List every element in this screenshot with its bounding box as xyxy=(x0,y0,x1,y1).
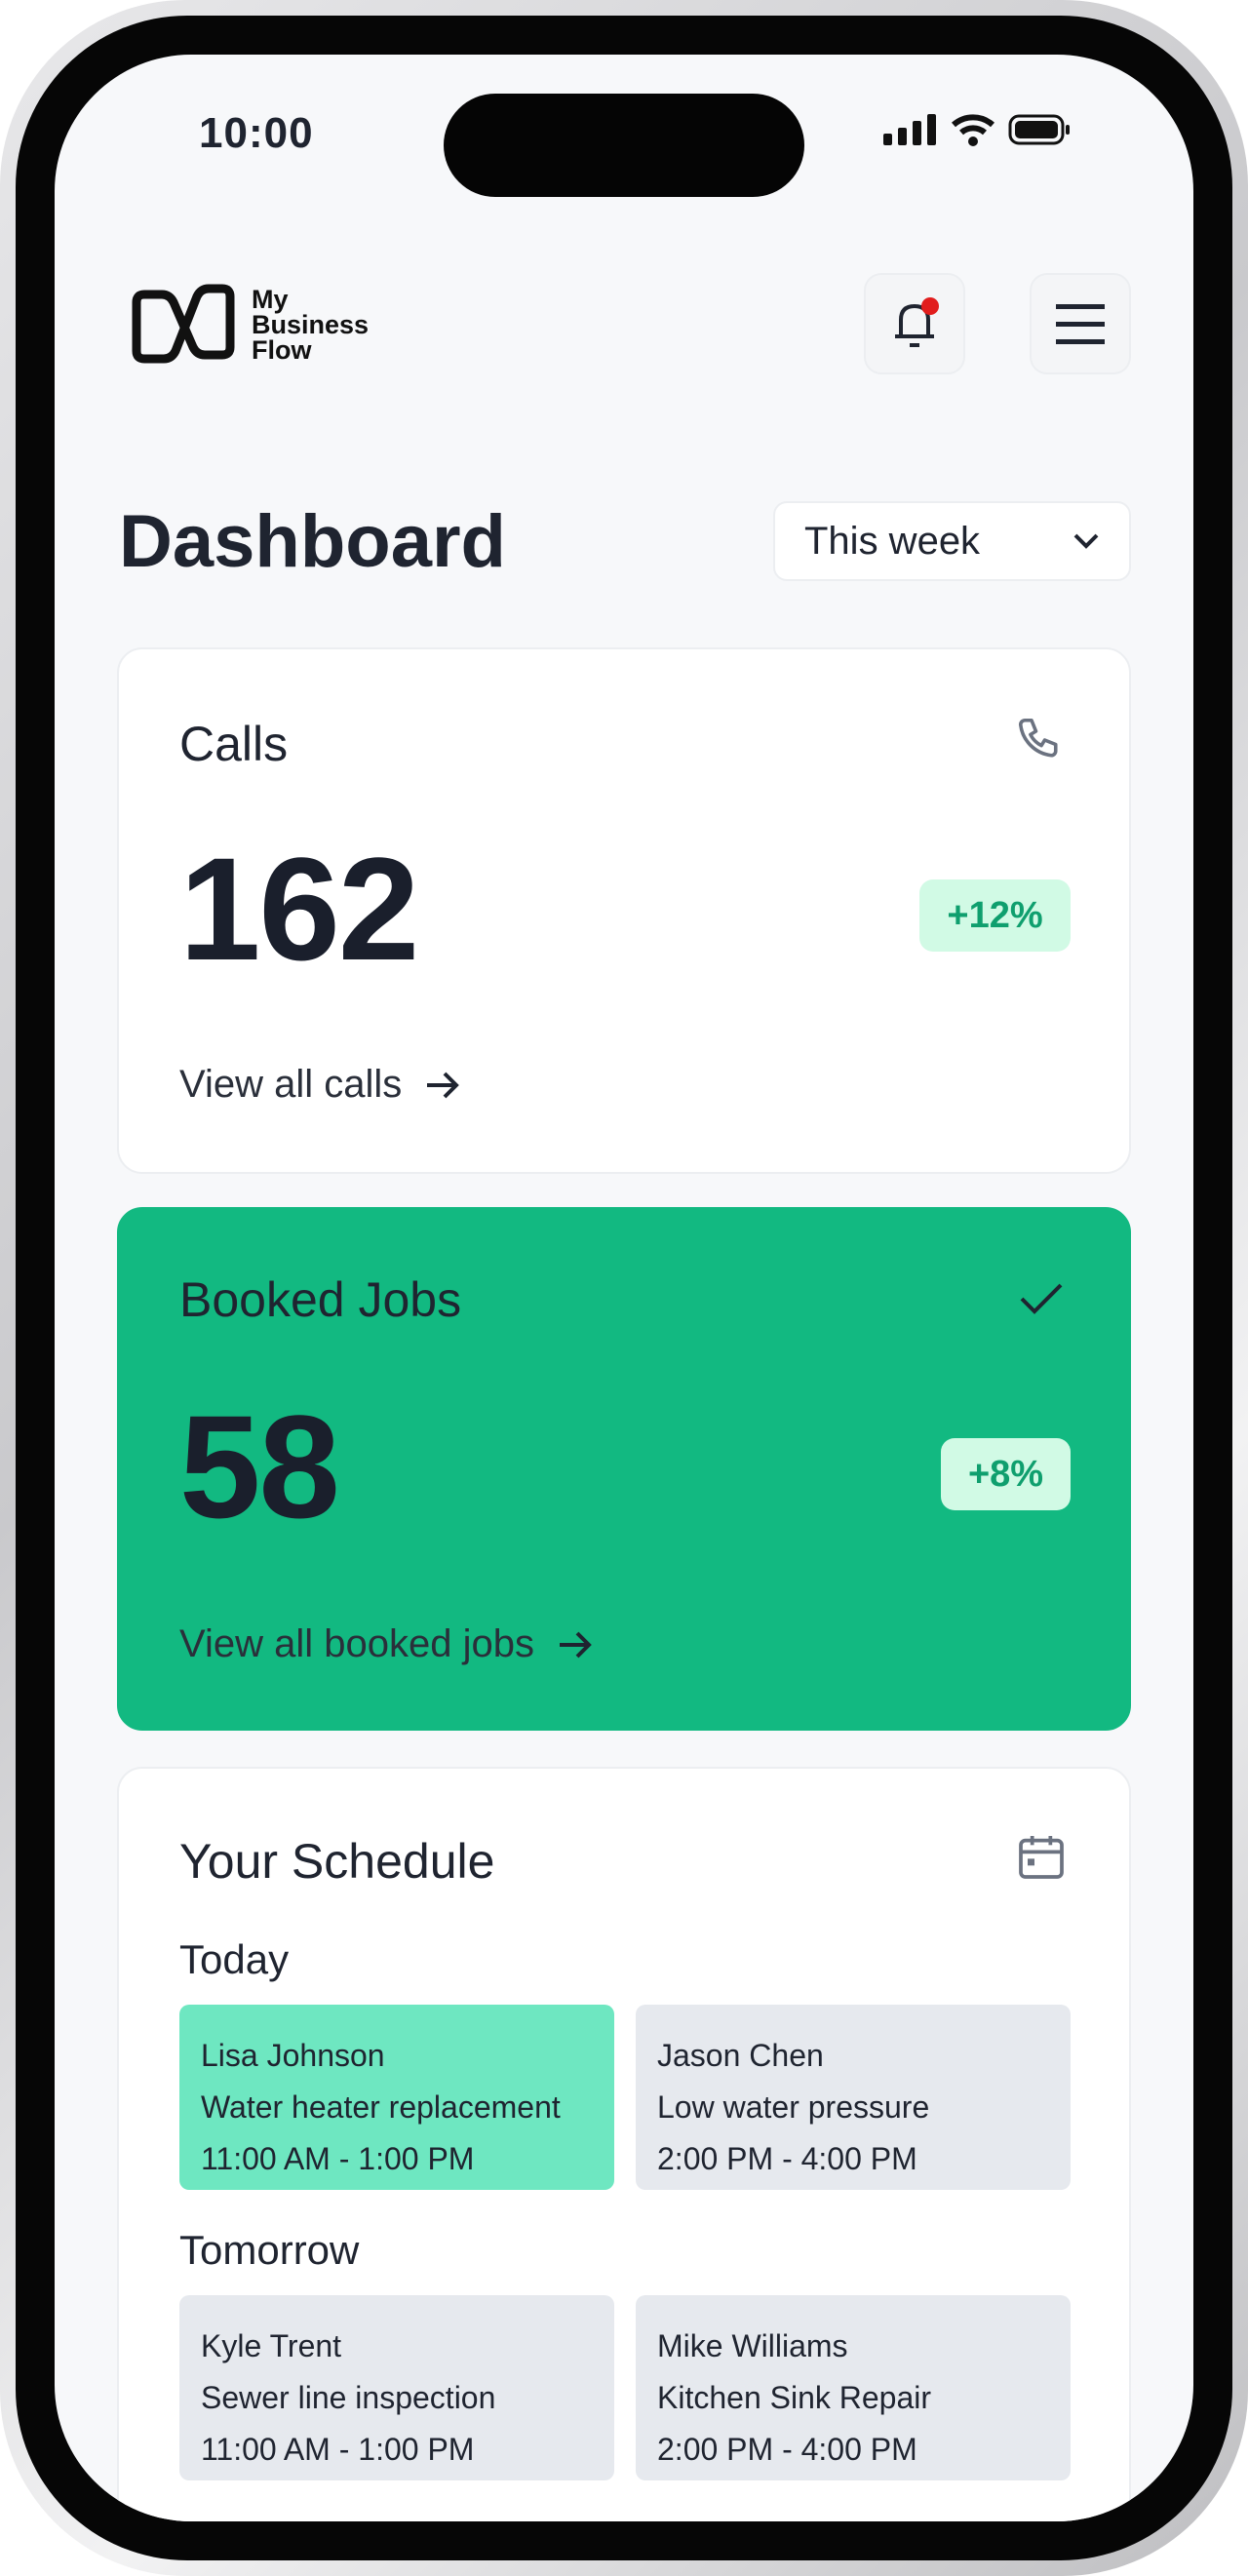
status-icons xyxy=(883,113,1071,146)
schedule-item[interactable]: Lisa Johnson Water heater replacement 11… xyxy=(179,2005,614,2190)
calls-title: Calls xyxy=(179,717,289,771)
wifi-icon xyxy=(952,114,994,146)
schedule-item[interactable]: Mike Williams Kitchen Sink Repair 2:00 P… xyxy=(636,2295,1071,2480)
check-icon xyxy=(1020,1283,1063,1314)
page-title: Dashboard xyxy=(119,500,506,583)
calls-card: Calls 162 +12% View all calls xyxy=(117,647,1131,1174)
booked-title: Booked Jobs xyxy=(179,1272,462,1327)
link-label: View all booked jobs xyxy=(179,1622,534,1665)
time-range: 11:00 AM - 1:00 PM xyxy=(201,2432,475,2467)
job-description: Kitchen Sink Repair xyxy=(657,2380,932,2415)
schedule-card: Your Schedule Today Lisa Johnson Water h… xyxy=(117,1767,1131,2521)
chevron-down-icon xyxy=(1073,533,1099,549)
schedule-title: Your Schedule xyxy=(179,1834,495,1889)
customer-name: Jason Chen xyxy=(657,2038,824,2073)
job-description: Low water pressure xyxy=(657,2089,930,2125)
dynamic-island xyxy=(444,94,804,197)
arrow-right-icon xyxy=(427,1072,460,1098)
link-label: View all calls xyxy=(179,1063,403,1106)
phone-icon xyxy=(1018,718,1058,758)
time-range: 2:00 PM - 4:00 PM xyxy=(657,2141,917,2176)
view-all-booked-jobs-link[interactable]: View all booked jobs xyxy=(179,1622,595,1666)
logo-text: My Business Flow xyxy=(252,285,370,365)
logo-mark-icon xyxy=(132,284,235,364)
booked-jobs-card: Booked Jobs 58 +8% View all booked jobs xyxy=(117,1207,1131,1731)
notifications-button[interactable] xyxy=(864,273,965,374)
group-label-tomorrow: Tomorrow xyxy=(179,2227,360,2273)
booked-value: 58 xyxy=(179,1385,340,1548)
signal-icon xyxy=(883,114,936,145)
schedule-item[interactable]: Jason Chen Low water pressure 2:00 PM - … xyxy=(636,2005,1071,2190)
schedule-item[interactable]: Kyle Trent Sewer line inspection 11:00 A… xyxy=(179,2295,614,2480)
logo-line: Business xyxy=(252,310,370,339)
arrow-right-icon xyxy=(559,1631,592,1658)
menu-button[interactable] xyxy=(1030,273,1131,374)
group-label-today: Today xyxy=(179,1936,290,1982)
status-time: 10:00 xyxy=(199,109,314,157)
calls-value: 162 xyxy=(179,827,419,991)
customer-name: Mike Williams xyxy=(657,2328,848,2363)
time-range: 11:00 AM - 1:00 PM xyxy=(201,2141,475,2176)
calendar-icon xyxy=(1019,1836,1064,1879)
battery-icon xyxy=(1008,114,1070,145)
logo[interactable]: My Business Flow xyxy=(125,283,369,367)
bell-icon xyxy=(895,297,939,347)
hamburger-icon xyxy=(1056,304,1105,344)
logo-line: Flow xyxy=(252,335,312,365)
job-description: Sewer line inspection xyxy=(201,2380,496,2415)
time-range: 2:00 PM - 4:00 PM xyxy=(657,2432,917,2467)
customer-name: Lisa Johnson xyxy=(201,2038,385,2073)
logo-line: My xyxy=(252,285,289,314)
booked-change-badge: +8% xyxy=(941,1438,1071,1510)
calls-change-badge: +12% xyxy=(919,879,1071,952)
period-select[interactable]: This week xyxy=(773,501,1131,581)
view-all-calls-link[interactable]: View all calls xyxy=(179,1063,462,1107)
customer-name: Kyle Trent xyxy=(201,2328,342,2363)
job-description: Water heater replacement xyxy=(201,2089,561,2125)
screen: 10:00 My Business Flow Dashboard This we… xyxy=(55,55,1193,2521)
period-select-value: This week xyxy=(804,519,981,563)
